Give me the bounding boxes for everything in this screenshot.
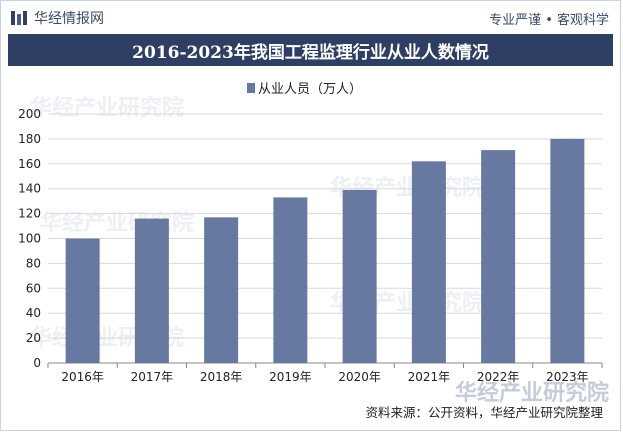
bar (411, 161, 446, 363)
brand-logo-icon (11, 11, 27, 25)
y-tick-label: 0 (33, 356, 41, 370)
x-tick-label: 2019年 (269, 370, 312, 384)
bar (204, 217, 239, 363)
brand: 华经情报网 (10, 8, 104, 28)
bar-chart: 0 20 40 60 80 100 120 140 160 180 200 2016年 2017年 201… (18, 82, 603, 384)
bar (65, 238, 100, 363)
header-bar: 华经情报网 专业严谨 • 客观科学 (0, 0, 623, 34)
chart-title: 2016-2023年我国工程监理行业从业人数情况 (8, 34, 613, 66)
y-tick-label: 200 (18, 107, 41, 121)
x-tick-label: 2020年 (338, 370, 381, 384)
y-tick-label: 140 (18, 182, 41, 196)
x-tick-label: 2022年 (477, 370, 520, 384)
bar (273, 197, 308, 363)
slogan: 专业严谨 • 客观科学 (489, 13, 609, 28)
source-note: 资料来源：公开资料，华经产业研究院整理 (365, 405, 603, 420)
x-tick-label: 2018年 (200, 370, 243, 384)
x-tick-label: 2023年 (546, 370, 589, 384)
bar (134, 218, 169, 363)
y-tick-label: 80 (26, 256, 41, 270)
bar (342, 189, 377, 363)
brand-name: 华经情报网 (34, 11, 104, 27)
y-tick-label: 160 (18, 157, 41, 171)
y-tick-label: 40 (26, 306, 41, 320)
bar (550, 138, 585, 363)
y-tick-label: 20 (26, 331, 41, 345)
x-tick-label: 2021年 (408, 370, 451, 384)
legend-swatch (247, 83, 255, 93)
y-tick-label: 180 (18, 132, 41, 146)
x-tick-label: 2017年 (131, 370, 174, 384)
y-tick-label: 60 (26, 281, 41, 295)
y-tick-label: 120 (18, 207, 41, 221)
bar (481, 150, 516, 363)
legend-label: 从业人员（万人） (258, 82, 362, 97)
x-tick-label: 2016年 (61, 370, 104, 384)
y-tick-label: 100 (18, 232, 41, 246)
